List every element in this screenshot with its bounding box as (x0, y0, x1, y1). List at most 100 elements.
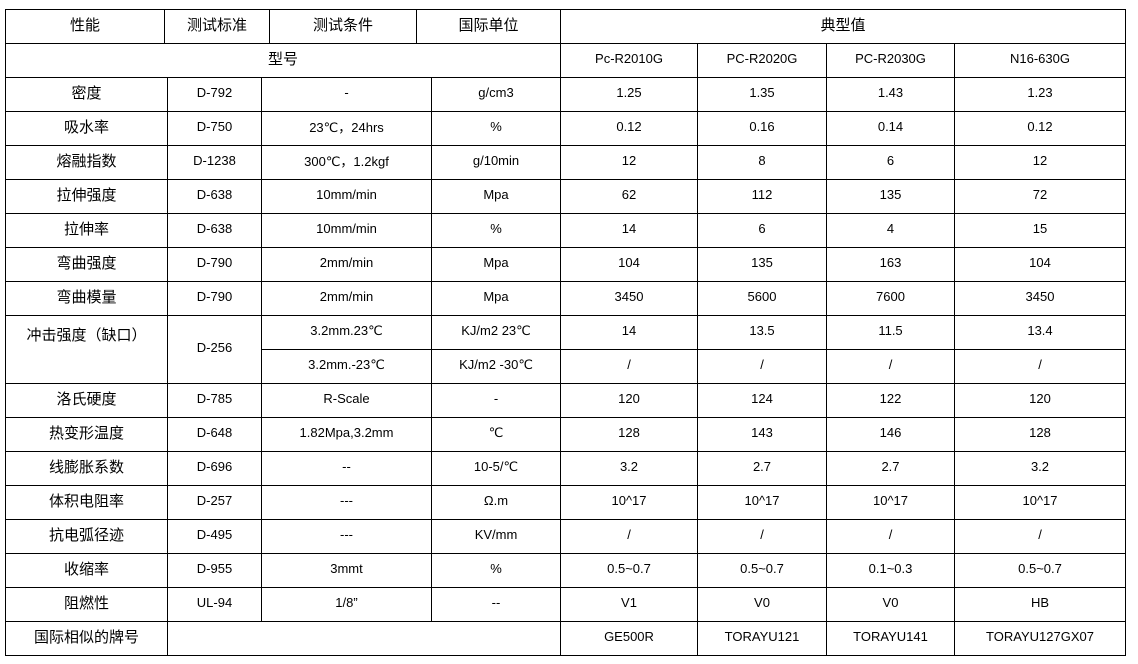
value: / (560, 349, 698, 384)
value: 104 (954, 247, 1126, 282)
property-name: 国际相似的牌号 (5, 621, 168, 656)
value: 0.12 (560, 111, 698, 146)
value: 0.5~0.7 (560, 553, 698, 588)
test-condition: --- (261, 519, 432, 554)
value: 10^17 (697, 485, 827, 520)
property-name: 弯曲强度 (5, 247, 168, 282)
unit: KJ/m2 23℃ (431, 315, 561, 350)
value: 0.5~0.7 (697, 553, 827, 588)
value: 0.5~0.7 (954, 553, 1126, 588)
value: V0 (697, 587, 827, 622)
value: V0 (826, 587, 955, 622)
value: / (954, 519, 1126, 554)
property-name: 抗电弧径迹 (5, 519, 168, 554)
value: 112 (697, 179, 827, 214)
test-standard: D-785 (167, 383, 262, 418)
value: / (826, 349, 955, 384)
similar-grade: TORAYU121 (697, 621, 827, 656)
value: 122 (826, 383, 955, 418)
unit: KJ/m2 -30℃ (431, 349, 561, 384)
value: 143 (697, 417, 827, 452)
test-condition: 3.2mm.23℃ (261, 315, 432, 350)
value: 13.5 (697, 315, 827, 350)
value: 3.2 (954, 451, 1126, 486)
property-name: 洛氏硬度 (5, 383, 168, 418)
test-standard: D-790 (167, 281, 262, 316)
test-standard: D-638 (167, 179, 262, 214)
test-condition: -- (261, 451, 432, 486)
value: 62 (560, 179, 698, 214)
value: 0.16 (697, 111, 827, 146)
unit: - (431, 383, 561, 418)
value: / (697, 349, 827, 384)
property-name: 拉伸率 (5, 213, 168, 248)
property-name: 吸水率 (5, 111, 168, 146)
value: 8 (697, 145, 827, 180)
test-standard: D-750 (167, 111, 262, 146)
property-name: 密度 (5, 77, 168, 112)
test-standard: D-638 (167, 213, 262, 248)
similar-grade: TORAYU127GX07 (954, 621, 1126, 656)
value: 0.14 (826, 111, 955, 146)
value: 1.43 (826, 77, 955, 112)
unit: 10-5/℃ (431, 451, 561, 486)
property-name: 拉伸强度 (5, 179, 168, 214)
value: 2.7 (697, 451, 827, 486)
header-standard: 测试标准 (164, 9, 270, 44)
test-standard: D-257 (167, 485, 262, 520)
property-name: 体积电阻率 (5, 485, 168, 520)
property-name: 熔融指数 (5, 145, 168, 180)
value: / (826, 519, 955, 554)
value: 12 (560, 145, 698, 180)
header-model-label: 型号 (5, 43, 561, 78)
unit: KV/mm (431, 519, 561, 554)
unit: g/10min (431, 145, 561, 180)
value: 7600 (826, 281, 955, 316)
header-typical: 典型值 (560, 9, 1126, 44)
value: 163 (826, 247, 955, 282)
empty-cell (167, 621, 561, 656)
unit: % (431, 553, 561, 588)
model-name: PC-R2030G (826, 43, 955, 78)
unit: % (431, 111, 561, 146)
value: 13.4 (954, 315, 1126, 350)
value: 15 (954, 213, 1126, 248)
value: 3.2 (560, 451, 698, 486)
value: 104 (560, 247, 698, 282)
value: 10^17 (826, 485, 955, 520)
similar-grade: TORAYU141 (826, 621, 955, 656)
value: 14 (560, 213, 698, 248)
value: 146 (826, 417, 955, 452)
value: 0.1~0.3 (826, 553, 955, 588)
test-standard: UL-94 (167, 587, 262, 622)
unit: Mpa (431, 179, 561, 214)
value: 5600 (697, 281, 827, 316)
header-property: 性能 (5, 9, 165, 44)
value: 120 (560, 383, 698, 418)
test-condition: R-Scale (261, 383, 432, 418)
value: 135 (826, 179, 955, 214)
test-condition: 1.82Mpa,3.2mm (261, 417, 432, 452)
value: 6 (826, 145, 955, 180)
unit: Mpa (431, 281, 561, 316)
property-name: 收缩率 (5, 553, 168, 588)
value: / (560, 519, 698, 554)
model-name: Pc-R2010G (560, 43, 698, 78)
model-name: PC-R2020G (697, 43, 827, 78)
test-standard: D-256 (167, 315, 262, 384)
header-unit: 国际单位 (416, 9, 561, 44)
value: 4 (826, 213, 955, 248)
value: 135 (697, 247, 827, 282)
value: 6 (697, 213, 827, 248)
unit: g/cm3 (431, 77, 561, 112)
test-condition: 3.2mm.-23℃ (261, 349, 432, 384)
value: 124 (697, 383, 827, 418)
value: 10^17 (954, 485, 1126, 520)
test-condition: - (261, 77, 432, 112)
similar-grade: GE500R (560, 621, 698, 656)
unit: Mpa (431, 247, 561, 282)
value: 1.23 (954, 77, 1126, 112)
value: 128 (560, 417, 698, 452)
value: 120 (954, 383, 1126, 418)
test-condition: 2mm/min (261, 281, 432, 316)
